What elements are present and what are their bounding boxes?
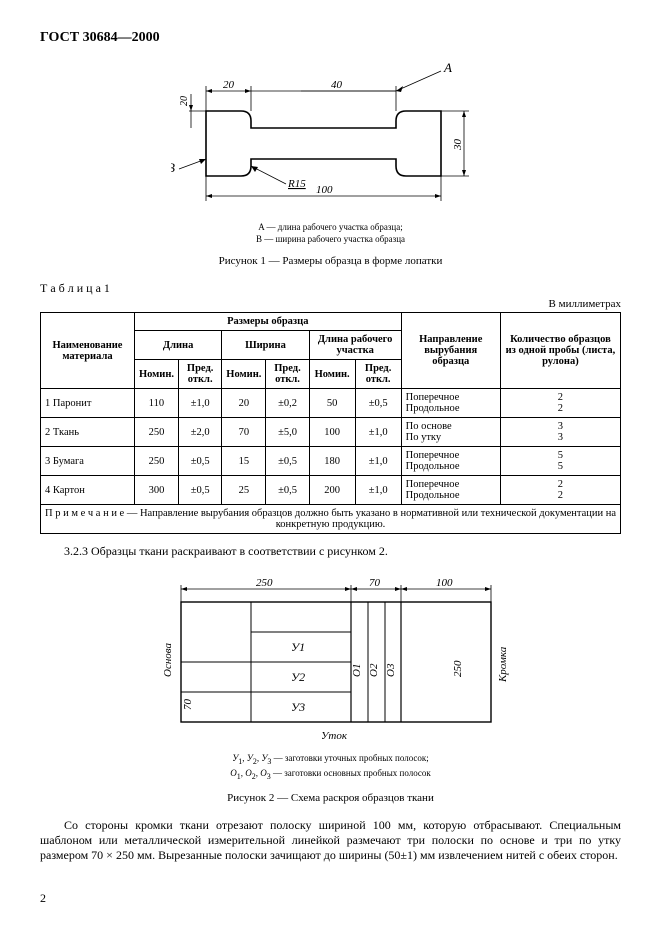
- figure-1-drawing: 20 40 A 20 30 100 R15: [171, 56, 491, 216]
- table-cell: ±1,0: [355, 447, 401, 476]
- table-cell: 250: [134, 418, 178, 447]
- table-cell: ±0,5: [179, 476, 222, 505]
- page: ГОСТ 30684—2000 20 40 A 20: [0, 0, 661, 891]
- label-A: A: [443, 60, 452, 75]
- table-1-units: В миллиметрах: [40, 298, 621, 310]
- dim-30: 30: [452, 139, 464, 152]
- table-1: Наименование материала Размеры образца Н…: [40, 312, 621, 534]
- dim-R15: R15: [287, 178, 306, 190]
- table-cell: ±0,5: [266, 476, 309, 505]
- table-cell: ±1,0: [355, 476, 401, 505]
- dim-left-20: 20: [179, 96, 190, 106]
- page-number: 2: [40, 891, 46, 906]
- table-cell: 70: [222, 418, 266, 447]
- th-tol-1: Пред. откл.: [179, 360, 222, 389]
- th-len: Длина: [134, 331, 221, 360]
- table-cell: 20: [222, 389, 266, 418]
- fig2-dim-70: 70: [369, 577, 381, 589]
- table-cell: ±0,5: [355, 389, 401, 418]
- cell-direction: ПоперечноеПродольное: [401, 447, 500, 476]
- fig2-U2: У2: [291, 670, 305, 684]
- fig2-U1: У1: [291, 640, 305, 654]
- table-row: 2 Ткань250±2,070±5,0100±1,0По основеПо у…: [41, 418, 621, 447]
- cell-qty: 55: [500, 447, 620, 476]
- table-cell: 2 Ткань: [41, 418, 135, 447]
- table-1-label: Т а б л и ц а 1: [40, 281, 621, 296]
- fig1-legend-line-1: A — длина рабочего участка образца;: [258, 222, 402, 232]
- th-nom-1: Номин.: [134, 360, 178, 389]
- th-tol-2: Пред. откл.: [266, 360, 309, 389]
- table-cell: 3 Бумага: [41, 447, 135, 476]
- th-qty: Количество образцов из одной пробы (лист…: [500, 313, 620, 389]
- table-1-note: П р и м е ч а н и е — Направление выруба…: [41, 505, 621, 534]
- cell-direction: По основеПо утку: [401, 418, 500, 447]
- dim-100: 100: [316, 184, 333, 196]
- fig2-O1: О1: [351, 664, 363, 677]
- fig1-legend-line-2: B — ширина рабочего участка образца: [256, 234, 405, 244]
- th-dir: Направление вырубания образца: [401, 313, 500, 389]
- fig2-dim-250-right: 250: [452, 660, 464, 677]
- table-cell: 50: [309, 389, 355, 418]
- table-row: 1 Паронит110±1,020±0,250±0,5ПоперечноеПр…: [41, 389, 621, 418]
- label-B: B: [171, 160, 175, 175]
- table-cell: 110: [134, 389, 178, 418]
- dim-40: 40: [331, 79, 343, 91]
- cell-direction: ПоперечноеПродольное: [401, 476, 500, 505]
- table-cell: ±0,2: [266, 389, 309, 418]
- figure-2-legend: У1, У2, У3 — заготовки уточных пробных п…: [40, 753, 621, 781]
- para-3-2-3: 3.2.3 Образцы ткани раскраивают в соотве…: [40, 544, 621, 559]
- table-cell: 25: [222, 476, 266, 505]
- fig2-left-label: Основа: [162, 643, 174, 677]
- fig2-dim-250: 250: [256, 577, 273, 589]
- fig2-O3: О3: [385, 663, 397, 677]
- table-cell: 250: [134, 447, 178, 476]
- th-nom-2: Номин.: [222, 360, 266, 389]
- table-cell: 180: [309, 447, 355, 476]
- figure-2-caption: Рисунок 2 — Схема раскроя образцов ткани: [40, 792, 621, 804]
- th-tol-3: Пред. откл.: [355, 360, 401, 389]
- table-cell: 100: [309, 418, 355, 447]
- table-cell: ±2,0: [179, 418, 222, 447]
- standard-code: ГОСТ 30684—2000: [40, 30, 621, 46]
- table-cell: 200: [309, 476, 355, 505]
- th-nom-3: Номин.: [309, 360, 355, 389]
- table-cell: ±5,0: [266, 418, 309, 447]
- fig2-U3: У3: [291, 700, 305, 714]
- cell-qty: 22: [500, 389, 620, 418]
- table-row: 3 Бумага250±0,515±0,5180±1,0ПоперечноеПр…: [41, 447, 621, 476]
- table-cell: ±0,5: [266, 447, 309, 476]
- fig2-dim-70-left: 70: [182, 699, 194, 711]
- table-cell: 300: [134, 476, 178, 505]
- fig2-bottom-label: Уток: [321, 730, 348, 742]
- table-cell: 15: [222, 447, 266, 476]
- dim-20: 20: [223, 79, 235, 91]
- body-paragraph: Со стороны кромки ткани отрезают полоску…: [40, 818, 621, 863]
- table-cell: 4 Картон: [41, 476, 135, 505]
- table-cell: 1 Паронит: [41, 389, 135, 418]
- table-row: 4 Картон300±0,525±0,5200±1,0ПоперечноеПр…: [41, 476, 621, 505]
- th-work: Длина рабочего участка: [309, 331, 401, 360]
- table-cell: ±0,5: [179, 447, 222, 476]
- th-wid: Ширина: [222, 331, 309, 360]
- cell-qty: 33: [500, 418, 620, 447]
- figure-1-caption: Рисунок 1 — Размеры образца в форме лопа…: [40, 255, 621, 267]
- th-sizes: Размеры образца: [134, 313, 401, 331]
- fig2-legend-2: О1, О2, О3 — заготовки основных пробных …: [230, 768, 431, 778]
- cell-qty: 22: [500, 476, 620, 505]
- table-cell: ±1,0: [179, 389, 222, 418]
- cell-direction: ПоперечноеПродольное: [401, 389, 500, 418]
- table-cell: ±1,0: [355, 418, 401, 447]
- fig2-right-label: Кромка: [497, 647, 509, 684]
- fig2-legend-1: У1, У2, У3 — заготовки уточных пробных п…: [232, 753, 429, 763]
- th-name: Наименование материала: [41, 313, 135, 389]
- fig2-dim-100: 100: [436, 577, 453, 589]
- figure-1-legend: A — длина рабочего участка образца; B — …: [40, 222, 621, 245]
- fig2-O2: О2: [368, 663, 380, 677]
- figure-2-drawing: 250 70 100 У1 У2 У3 О1 О2 О3 Основа Кром…: [141, 567, 521, 747]
